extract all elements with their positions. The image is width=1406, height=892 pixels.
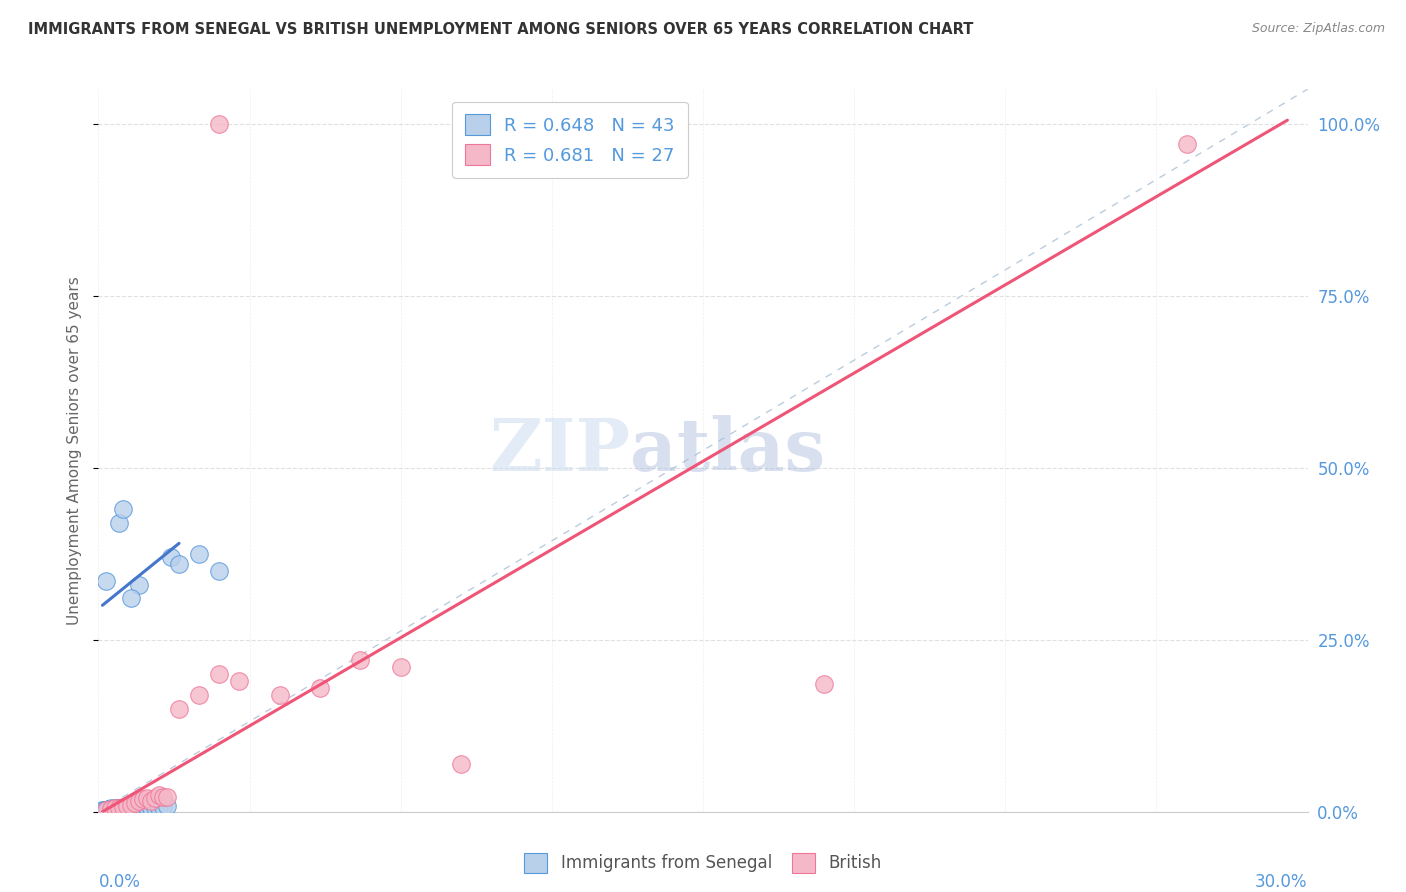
Legend: R = 0.648   N = 43, R = 0.681   N = 27: R = 0.648 N = 43, R = 0.681 N = 27: [453, 102, 688, 178]
Point: [93, 803, 115, 817]
Point: [160, 550, 183, 565]
Point: [100, 802, 122, 816]
Point: [115, 801, 138, 815]
Point: [111, 801, 134, 815]
Point: [135, 800, 157, 814]
Point: [120, 797, 142, 812]
Text: atlas: atlas: [630, 415, 825, 486]
Point: [96, 803, 118, 817]
Point: [813, 677, 835, 691]
Point: [128, 577, 150, 591]
Y-axis label: Unemployment Among Seniors over 65 years: Unemployment Among Seniors over 65 years: [67, 277, 83, 624]
Point: [124, 801, 146, 815]
Point: [96, 803, 118, 817]
Point: [115, 800, 138, 814]
Point: [107, 516, 129, 530]
Point: [124, 797, 146, 811]
Point: [124, 800, 146, 814]
Point: [156, 799, 179, 814]
Legend: Immigrants from Senegal, British: Immigrants from Senegal, British: [517, 847, 889, 880]
Point: [139, 800, 162, 814]
Point: [167, 557, 190, 571]
Point: [450, 756, 472, 771]
Point: [111, 802, 134, 816]
Point: [148, 799, 170, 814]
Text: 30.0%: 30.0%: [1256, 873, 1308, 891]
Point: [269, 688, 291, 702]
Text: Source: ZipAtlas.com: Source: ZipAtlas.com: [1251, 22, 1385, 36]
Point: [107, 802, 129, 816]
Point: [188, 688, 211, 702]
Point: [148, 788, 170, 802]
Point: [1175, 137, 1198, 152]
Point: [115, 799, 138, 814]
Point: [389, 660, 412, 674]
Point: [128, 800, 150, 814]
Point: [100, 803, 122, 817]
Point: [111, 502, 134, 516]
Point: [96, 574, 118, 589]
Point: [139, 800, 162, 814]
Point: [103, 801, 125, 815]
Point: [132, 801, 155, 815]
Point: [120, 801, 142, 815]
Text: ZIP: ZIP: [489, 415, 630, 486]
Point: [97, 802, 120, 816]
Point: [143, 791, 166, 805]
Point: [103, 803, 125, 817]
Point: [167, 701, 190, 715]
Point: [110, 801, 132, 815]
Point: [128, 800, 150, 814]
Point: [152, 789, 174, 804]
Point: [208, 117, 231, 131]
Point: [143, 800, 166, 814]
Point: [135, 800, 157, 814]
Point: [156, 790, 179, 805]
Point: [135, 791, 157, 805]
Text: IMMIGRANTS FROM SENEGAL VS BRITISH UNEMPLOYMENT AMONG SENIORS OVER 65 YEARS CORR: IMMIGRANTS FROM SENEGAL VS BRITISH UNEMP…: [28, 22, 973, 37]
Point: [120, 591, 142, 606]
Point: [309, 681, 332, 695]
Point: [120, 800, 142, 814]
Point: [103, 801, 125, 815]
Point: [107, 800, 129, 814]
Point: [152, 800, 174, 814]
Point: [101, 802, 124, 816]
Text: 0.0%: 0.0%: [98, 873, 141, 891]
Point: [228, 673, 250, 688]
Point: [132, 792, 155, 806]
Point: [148, 800, 170, 814]
Point: [128, 794, 150, 808]
Point: [132, 800, 155, 814]
Point: [139, 794, 162, 808]
Point: [105, 801, 128, 815]
Point: [111, 800, 134, 814]
Point: [107, 800, 129, 814]
Point: [349, 653, 371, 667]
Point: [208, 667, 231, 681]
Point: [91, 803, 114, 817]
Point: [188, 547, 211, 561]
Point: [208, 564, 231, 578]
Point: [100, 801, 122, 815]
